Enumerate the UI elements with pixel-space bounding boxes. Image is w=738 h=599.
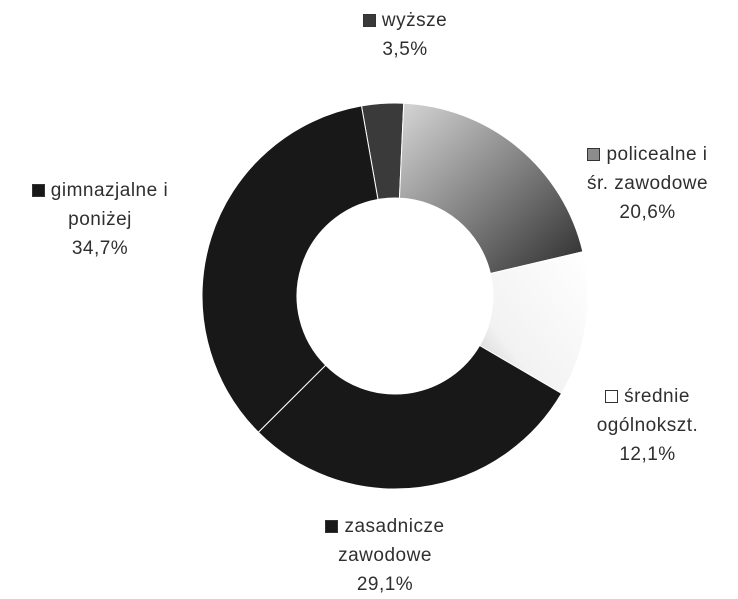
label-wyzsze-value: 3,5%	[382, 39, 428, 60]
slice-zasadnicze	[257, 344, 563, 490]
label-wyzsze: wyższe 3,5%	[330, 6, 480, 64]
label-policealne: policealne i śr. zawodowe 20,6%	[560, 140, 735, 227]
label-zasadnicze-value: 29,1%	[356, 574, 414, 595]
label-gimnazjalne-value: 34,7%	[71, 238, 129, 259]
label-gimnazjalne-line1: gimnazjalne i	[50, 180, 169, 201]
label-srednie-line1: średnie	[624, 386, 690, 407]
label-policealne-line1: policealne i	[606, 144, 708, 165]
label-srednie-value: 12,1%	[619, 444, 676, 465]
legend-swatch-wyzsze	[362, 14, 376, 27]
label-srednie: średnie ogólnokszt. 12,1%	[560, 382, 735, 469]
legend-swatch-policealne	[587, 148, 601, 161]
label-zasadnicze-line1: zasadnicze	[344, 516, 445, 537]
legend-swatch-gimnazjalne	[31, 184, 45, 197]
label-zasadnicze-line2: zawodowe	[338, 545, 432, 566]
label-policealne-line2: śr. zawodowe	[586, 173, 709, 194]
slice-gimnazjalne	[201, 105, 379, 433]
label-zasadnicze: zasadnicze zawodowe 29,1%	[295, 512, 475, 599]
legend-swatch-zasadnicze	[325, 520, 339, 533]
label-srednie-line2: ogólnokszt.	[596, 415, 699, 436]
label-wyzsze-line1: wyższe	[381, 10, 448, 31]
label-gimnazjalne: gimnazjalne i poniżej 34,7%	[0, 176, 200, 263]
legend-swatch-srednie	[605, 390, 619, 403]
slice-policealne	[398, 102, 584, 275]
label-gimnazjalne-line2: poniżej	[68, 209, 132, 230]
donut-slices	[201, 102, 589, 490]
label-policealne-value: 20,6%	[619, 202, 676, 223]
